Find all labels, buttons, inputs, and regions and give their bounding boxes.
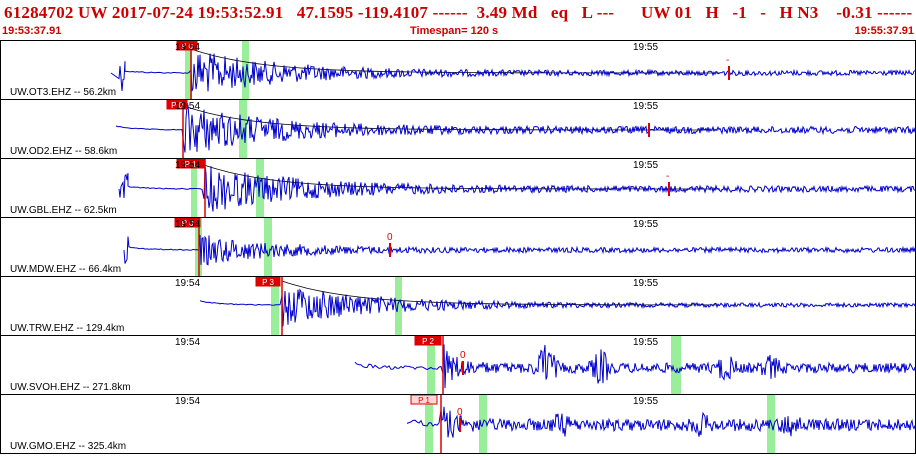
phase-highlight bbox=[671, 336, 681, 394]
pick-flag bbox=[166, 100, 188, 110]
seismogram-panel[interactable]: P 1 - 19:54 19:55 UW.GBL.EHZ -- 62.5km bbox=[0, 158, 916, 218]
waveform-trace bbox=[118, 166, 915, 212]
station-label: UW.TRW.EHZ -- 129.4km bbox=[10, 323, 125, 334]
phase-marker-label: 0 bbox=[457, 407, 463, 418]
pick-flag-label: P 3 bbox=[262, 278, 274, 287]
seismogram-panel[interactable]: P 0 19:54 19:55 UW.OD2.EHZ -- 58.6km bbox=[0, 99, 916, 159]
phase-marker-label: 0 bbox=[460, 350, 466, 361]
waveform-trace bbox=[115, 104, 915, 153]
tick-label-1954: 19:54 bbox=[175, 101, 201, 112]
tick-label-1954: 19:54 bbox=[175, 160, 201, 171]
phase-highlight bbox=[395, 277, 402, 335]
tick-label-1954: 19:54 bbox=[175, 42, 201, 53]
tick-label-1955: 19:55 bbox=[633, 101, 659, 112]
phase-highlight bbox=[185, 41, 192, 99]
decay-curve bbox=[203, 164, 720, 190]
station-label: UW.OT3.EHZ -- 56.2km bbox=[10, 87, 117, 98]
tick-label-1954: 19:54 bbox=[175, 219, 201, 230]
timespan-label: Timespan= 120 s bbox=[410, 25, 499, 37]
station-label: UW.SVOH.EHZ -- 271.8km bbox=[10, 382, 131, 393]
start-time: 19:53:37.91 bbox=[2, 25, 62, 37]
pick-flag-label: P 2 bbox=[422, 337, 434, 346]
station-label: UW.GMO.EHZ -- 325.4km bbox=[10, 441, 127, 452]
station-label: UW.GBL.EHZ -- 62.5km bbox=[10, 205, 117, 216]
tick-label-1954: 19:54 bbox=[175, 396, 201, 407]
pick-flag bbox=[176, 159, 205, 169]
phase-marker-label: - bbox=[726, 55, 729, 66]
seismogram-panel[interactable]: P 0 0 19:54 19:55 UW.MDW.EHZ -- 66.4km bbox=[0, 217, 916, 277]
decay-curve bbox=[190, 48, 719, 74]
pick-flag bbox=[410, 395, 438, 405]
waveform-trace bbox=[110, 53, 915, 92]
pick-flag-label: P 0 bbox=[171, 101, 183, 110]
waveform-canvas: P 3 bbox=[199, 277, 915, 335]
tick-label-1955: 19:55 bbox=[633, 42, 659, 53]
tick-label-1955: 19:55 bbox=[633, 337, 659, 348]
seismogram-panels: P 0 - 19:54 19:55 UW.OT3.EHZ -- 56.2km P … bbox=[0, 40, 916, 460]
end-time: 19:55:37.91 bbox=[854, 25, 914, 37]
pick-flag-label: P 1 bbox=[418, 396, 430, 405]
phase-highlight bbox=[239, 100, 247, 158]
seismogram-panel[interactable]: P 2 0 19:54 19:55 UW.SVOH.EHZ -- 271.8km bbox=[0, 335, 916, 395]
phase-highlight bbox=[242, 41, 249, 99]
waveform-canvas: P 1 0 bbox=[406, 395, 915, 453]
tick-label-1954: 19:54 bbox=[175, 337, 201, 348]
waveform-trace bbox=[354, 344, 915, 389]
tick-label-1955: 19:55 bbox=[633, 219, 659, 230]
tick-label-1955: 19:55 bbox=[633, 396, 659, 407]
tick-label-1955: 19:55 bbox=[633, 278, 659, 289]
tick-label-1955: 19:55 bbox=[633, 160, 659, 171]
pick-flag-label: P 0 bbox=[182, 219, 194, 228]
phase-highlight bbox=[271, 277, 279, 335]
waveform-trace bbox=[123, 234, 915, 266]
event-header: 61284702 UW 2017-07-24 19:53:52.91 47.15… bbox=[0, 0, 916, 40]
waveform-trace bbox=[406, 406, 915, 438]
tick-label-1954: 19:54 bbox=[175, 278, 201, 289]
phase-highlight bbox=[425, 395, 433, 453]
waveform-canvas: P 2 0 bbox=[354, 336, 915, 394]
waveform-canvas: P 1 - bbox=[118, 159, 915, 217]
station-label: UW.MDW.EHZ -- 66.4km bbox=[10, 264, 122, 275]
decay-curve bbox=[281, 280, 721, 306]
pick-flag bbox=[255, 277, 281, 287]
phase-marker-label: 0 bbox=[387, 232, 393, 243]
event-title: 61284702 UW 2017-07-24 19:53:52.91 47.15… bbox=[4, 3, 913, 22]
phase-marker-label: - bbox=[666, 171, 669, 182]
waveform-canvas: P 0 bbox=[115, 100, 915, 158]
pick-flag-label: P 0 bbox=[181, 42, 193, 51]
phase-highlight bbox=[427, 336, 435, 394]
seismogram-panel[interactable]: P 1 0 19:54 19:55 UW.GMO.EHZ -- 325.4km bbox=[0, 394, 916, 454]
pick-flag-label: P 1 bbox=[185, 160, 197, 169]
waveform-canvas: P 0 - bbox=[110, 41, 915, 99]
waveform-canvas: P 0 0 bbox=[123, 218, 915, 276]
pick-flag bbox=[176, 41, 198, 51]
seismogram-panel[interactable]: P 0 - 19:54 19:55 UW.OT3.EHZ -- 56.2km bbox=[0, 40, 916, 100]
station-label: UW.OD2.EHZ -- 58.6km bbox=[10, 146, 118, 157]
pick-flag bbox=[174, 218, 201, 228]
waveform-trace bbox=[199, 288, 915, 327]
seismogram-panel[interactable]: P 3 19:54 19:55 UW.TRW.EHZ -- 129.4km bbox=[0, 276, 916, 336]
phase-highlight bbox=[264, 218, 272, 276]
pick-flag bbox=[414, 336, 442, 346]
